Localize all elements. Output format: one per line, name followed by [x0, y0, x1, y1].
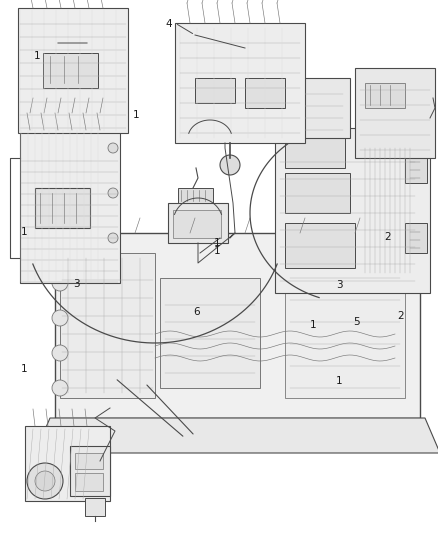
- Text: 1: 1: [213, 238, 220, 247]
- Bar: [300, 78, 350, 138]
- Circle shape: [27, 463, 63, 499]
- Text: 3: 3: [336, 280, 343, 290]
- Bar: [18, 8, 128, 133]
- Text: 5: 5: [353, 318, 360, 327]
- Circle shape: [52, 380, 68, 396]
- Bar: [55, 233, 420, 418]
- Bar: [195, 78, 235, 103]
- Bar: [275, 128, 430, 293]
- Circle shape: [52, 310, 68, 326]
- Circle shape: [52, 275, 68, 291]
- Bar: [175, 23, 305, 143]
- Text: 1: 1: [132, 110, 139, 119]
- Bar: [75, 453, 103, 469]
- Bar: [75, 473, 103, 491]
- Bar: [285, 248, 405, 398]
- Bar: [405, 223, 427, 253]
- Bar: [168, 203, 228, 243]
- Text: 1: 1: [310, 320, 317, 330]
- Bar: [35, 188, 90, 228]
- Text: 1: 1: [213, 246, 220, 255]
- Text: 6: 6: [193, 307, 200, 317]
- Bar: [160, 278, 260, 388]
- Bar: [355, 68, 435, 158]
- Text: 2: 2: [384, 232, 391, 242]
- Circle shape: [220, 155, 240, 175]
- Circle shape: [35, 471, 55, 491]
- Bar: [178, 188, 213, 203]
- Circle shape: [108, 188, 118, 198]
- Bar: [70, 446, 110, 496]
- Text: 1: 1: [21, 227, 28, 237]
- Polygon shape: [35, 418, 438, 453]
- Bar: [285, 138, 345, 168]
- Circle shape: [108, 233, 118, 243]
- Bar: [85, 498, 105, 516]
- Circle shape: [52, 345, 68, 361]
- Bar: [285, 173, 350, 213]
- Bar: [60, 253, 155, 398]
- Bar: [25, 426, 110, 501]
- Bar: [173, 210, 221, 238]
- Bar: [285, 223, 355, 268]
- Text: 2: 2: [397, 311, 404, 320]
- Text: 4: 4: [165, 19, 172, 29]
- Circle shape: [108, 143, 118, 153]
- Text: 1: 1: [21, 364, 28, 374]
- Bar: [405, 153, 427, 183]
- Bar: [20, 128, 120, 283]
- Text: 3: 3: [73, 279, 80, 288]
- Bar: [245, 78, 285, 108]
- Text: 1: 1: [336, 376, 343, 386]
- Text: 1: 1: [34, 51, 41, 61]
- Bar: [365, 83, 405, 108]
- Bar: [43, 53, 98, 88]
